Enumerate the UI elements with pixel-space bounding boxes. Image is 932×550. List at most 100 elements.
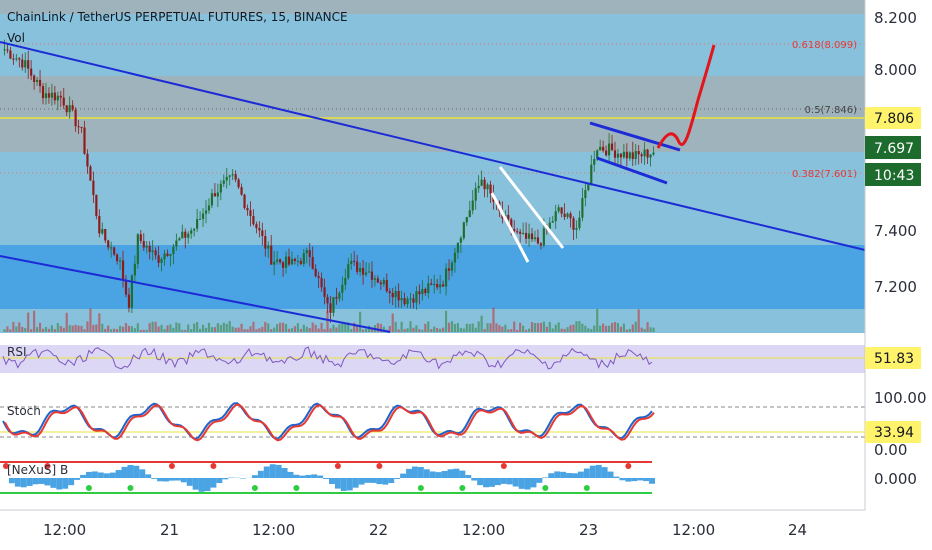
nexus-bar bbox=[97, 472, 104, 478]
volume-bar bbox=[323, 329, 326, 332]
volume-bar bbox=[501, 326, 504, 332]
volume-bar bbox=[536, 323, 540, 332]
projection-arrow-path[interactable] bbox=[656, 44, 716, 149]
nexus-pane-background bbox=[0, 456, 865, 508]
candle-body bbox=[36, 79, 39, 82]
nexus-signal-dot bbox=[2, 463, 9, 469]
candle-body bbox=[231, 174, 234, 176]
candle-body bbox=[599, 146, 602, 151]
candle-body bbox=[376, 278, 379, 283]
candle-body bbox=[118, 260, 122, 262]
candle-body bbox=[462, 222, 465, 239]
candle-body bbox=[569, 213, 572, 219]
volume-bar bbox=[172, 327, 175, 332]
volume-bar bbox=[341, 323, 344, 332]
volume-bar bbox=[551, 328, 554, 332]
volume-bar bbox=[525, 329, 528, 332]
volume-bar bbox=[382, 326, 385, 332]
candle-body bbox=[225, 176, 228, 181]
volume-bar bbox=[364, 328, 368, 332]
nexus-bar bbox=[382, 478, 389, 485]
volume-bar bbox=[587, 328, 590, 332]
wedge-line-lower[interactable] bbox=[490, 192, 530, 263]
last-price-value: 7.697 bbox=[874, 141, 914, 157]
candle-body bbox=[53, 92, 56, 101]
volume-bar bbox=[439, 328, 442, 332]
volume-bar bbox=[489, 323, 492, 332]
volume-bar bbox=[637, 309, 640, 332]
nexus-bar bbox=[465, 475, 472, 478]
flag-channel-upper[interactable] bbox=[589, 121, 681, 152]
descending-trendline-lower[interactable] bbox=[0, 255, 391, 333]
candle-body bbox=[199, 218, 202, 220]
volume-bar bbox=[447, 322, 451, 332]
volume-bar bbox=[154, 321, 157, 332]
candle-body bbox=[196, 219, 199, 229]
candle-body bbox=[30, 68, 33, 76]
volume-bar bbox=[255, 329, 258, 332]
nexus-bar bbox=[263, 466, 270, 478]
candle-body bbox=[249, 210, 252, 217]
candle-body bbox=[572, 218, 575, 230]
nexus-bar bbox=[346, 478, 353, 491]
nexus-bar bbox=[186, 478, 193, 486]
volume-bar bbox=[299, 328, 302, 332]
volume-bar bbox=[104, 328, 107, 332]
candle-body bbox=[409, 298, 412, 300]
volume-bar bbox=[47, 328, 51, 332]
candle-body bbox=[628, 152, 631, 159]
flag-channel-lower[interactable] bbox=[596, 156, 668, 185]
nexus-bar bbox=[394, 478, 401, 479]
candle-body bbox=[219, 183, 222, 193]
volume-bar bbox=[18, 322, 21, 332]
nexus-bar bbox=[400, 473, 407, 478]
candle-body bbox=[193, 228, 196, 231]
candle-body bbox=[480, 179, 483, 186]
candle-body bbox=[154, 250, 157, 256]
candle-body bbox=[124, 280, 128, 295]
volume-bar bbox=[21, 326, 24, 332]
volume-bar bbox=[175, 322, 178, 332]
candle-body bbox=[139, 234, 142, 242]
nexus-bar bbox=[643, 478, 650, 482]
candle-body bbox=[530, 233, 534, 240]
stoch-tick-0: 0.00 bbox=[874, 441, 907, 459]
candle-body bbox=[314, 268, 317, 277]
volume-bar bbox=[605, 325, 608, 332]
candle-body bbox=[631, 152, 634, 160]
candle-body bbox=[33, 75, 36, 82]
volume-bar bbox=[33, 310, 36, 332]
descending-trendline-upper[interactable] bbox=[0, 41, 866, 251]
candle-body bbox=[427, 283, 430, 294]
nexus-signal-dot bbox=[293, 485, 300, 491]
wedge-line-upper[interactable] bbox=[498, 166, 565, 249]
nexus-bar bbox=[441, 471, 448, 478]
volume-bar bbox=[6, 326, 9, 332]
candle-body bbox=[447, 268, 451, 271]
nexus-bar bbox=[494, 478, 501, 486]
nexus-bar bbox=[352, 478, 359, 488]
nexus-bar bbox=[222, 478, 229, 480]
time-tick-21: 21 bbox=[160, 521, 179, 539]
nexus-bar bbox=[477, 478, 484, 486]
candle-body bbox=[86, 153, 89, 167]
volume-bar bbox=[308, 328, 311, 332]
time-tick-1200-a: 12:00 bbox=[43, 521, 86, 539]
volume-bar bbox=[273, 327, 276, 332]
candle-body bbox=[610, 143, 614, 151]
nexus-bar bbox=[411, 466, 418, 478]
volume-bar bbox=[216, 323, 219, 332]
volume-bar bbox=[127, 325, 131, 332]
volume-bar bbox=[599, 325, 602, 332]
nexus-bar bbox=[548, 473, 555, 478]
volume-bar bbox=[151, 321, 154, 332]
volume-bar bbox=[15, 326, 18, 332]
volume-bar bbox=[83, 329, 86, 332]
volume-bar bbox=[68, 325, 71, 332]
nexus-bar bbox=[192, 478, 199, 490]
candle-body bbox=[465, 217, 468, 223]
nexus-bar bbox=[74, 478, 81, 480]
price-tick-7200: 7.200 bbox=[874, 278, 917, 296]
candle-body bbox=[356, 261, 359, 272]
